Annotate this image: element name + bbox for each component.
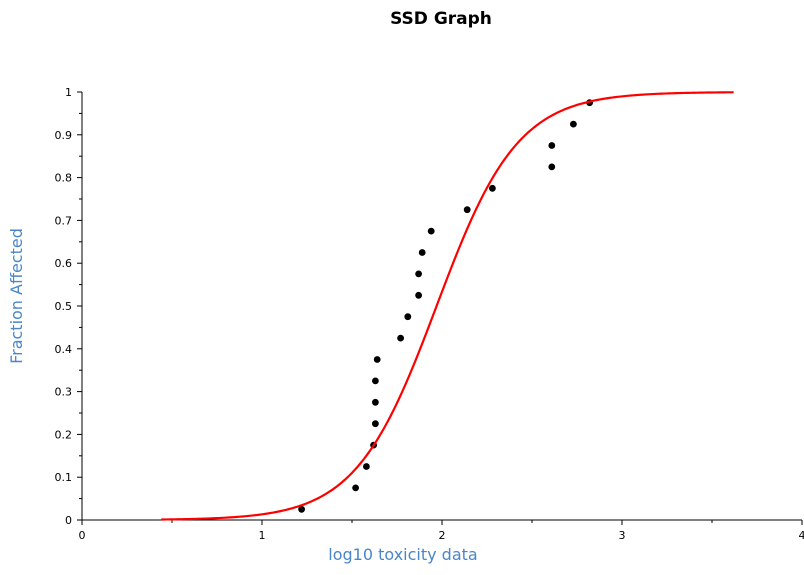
data-point [548, 163, 556, 171]
y-tick-label: 0 [65, 514, 72, 527]
y-tick-label: 1 [65, 86, 72, 99]
data-point [352, 484, 359, 492]
data-point [415, 291, 422, 299]
y-tick-label: 0.5 [55, 300, 73, 313]
data-point [397, 334, 404, 342]
x-tick-label: 1 [259, 529, 266, 542]
data-point [298, 505, 305, 513]
fitted-curve [161, 91, 734, 521]
y-tick-label: 0.4 [55, 343, 73, 356]
x-axis-label: log10 toxicity data [328, 545, 477, 564]
data-point [372, 420, 379, 428]
x-tick-label: 0 [79, 529, 86, 542]
data-point [373, 356, 381, 363]
y-tick-label: 0.6 [55, 257, 73, 270]
data-point [489, 184, 496, 192]
data-point [418, 249, 426, 256]
data-point [363, 463, 370, 470]
data-point [427, 227, 435, 235]
plot-area: 0 1 2 3 4 0 0.1 0.2 0.3 0.4 0.5 0.6 0.7 0.8 0.9 1 [55, 86, 804, 542]
y-tick-label: 0.2 [55, 428, 73, 441]
data-point [372, 377, 379, 385]
chart-title: SSD Graph [390, 9, 492, 29]
data-point [548, 142, 556, 149]
y-tick-label: 0.3 [55, 386, 73, 399]
y-tick-label: 0.9 [55, 129, 73, 142]
y-tick-label: 0.1 [55, 471, 73, 484]
data-point [404, 313, 412, 321]
data-point [570, 120, 577, 128]
data-point [463, 206, 471, 214]
data-point [415, 270, 422, 278]
data-point [372, 398, 379, 406]
x-tick-label: 2 [439, 529, 446, 542]
y-axis-label: Fraction Affected [7, 228, 26, 364]
x-tick-label: 3 [619, 529, 626, 542]
y-tick-label: 0.8 [55, 172, 73, 185]
x-tick-label: 4 [799, 529, 804, 542]
y-tick-label: 0.7 [55, 214, 73, 227]
